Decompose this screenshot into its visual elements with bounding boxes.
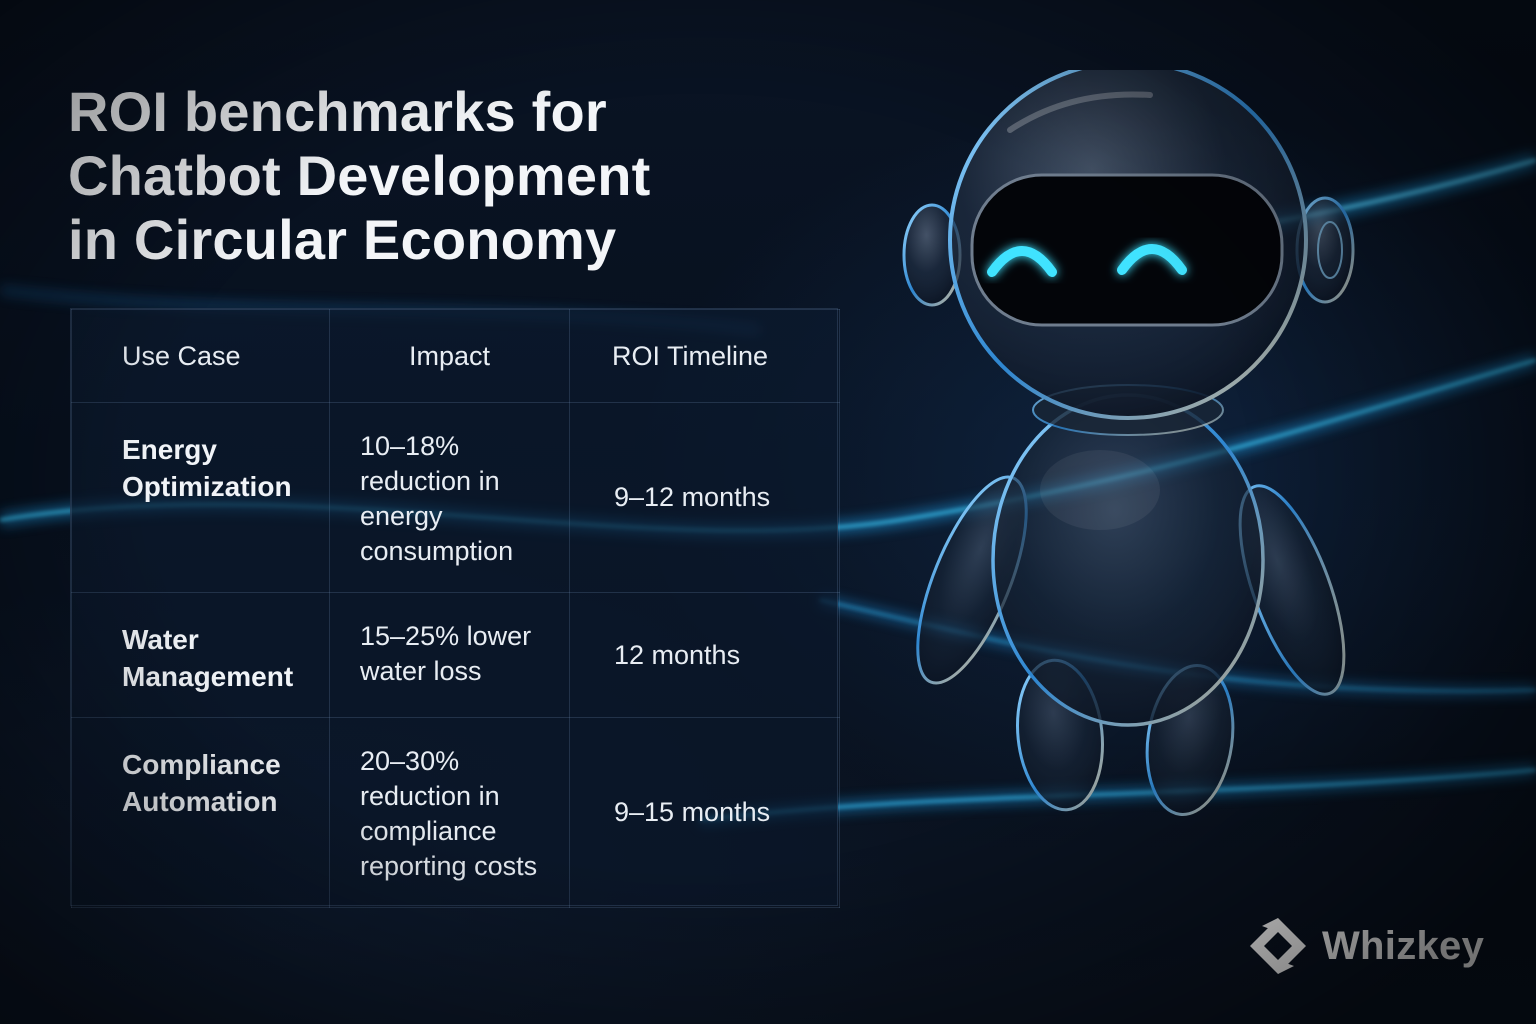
use-case-line: Compliance [122, 749, 281, 780]
roi-table: Use Case Impact ROI Timeline Energy Opti… [71, 309, 840, 908]
impact-cell: 15–25% lower water loss [329, 592, 570, 718]
use-case-cell: Energy Optimization [71, 402, 330, 593]
table-row: Energy Optimization 10–18% reduction in … [71, 402, 840, 593]
use-case-cell: Compliance Automation [71, 717, 330, 908]
table-row: Water Management 15–25% lower water loss… [71, 592, 840, 718]
robot-mascot-icon [902, 70, 1355, 816]
roi-timeline-cell: 12 months [569, 592, 840, 718]
impact-line: 20–30% [360, 746, 460, 776]
use-case-line: Energy [122, 434, 217, 465]
roi-timeline-cell: 9–15 months [569, 717, 840, 908]
impact-line: consumption [360, 536, 514, 566]
use-case-cell: Water Management [71, 592, 330, 718]
roi-table-container: Use Case Impact ROI Timeline Energy Opti… [70, 308, 840, 908]
impact-cell: 20–30% reduction in compliance reporting… [329, 717, 570, 908]
impact-line: water loss [360, 656, 482, 686]
impact-line: reduction in [360, 466, 500, 496]
impact-line: 10–18% [360, 431, 460, 461]
impact-line: 15–25% lower [360, 621, 532, 651]
impact-line: reduction in [360, 781, 500, 811]
title-line: Chatbot Development [68, 144, 651, 207]
title-line: in Circular Economy [68, 208, 617, 271]
impact-line: compliance [360, 816, 497, 846]
table-row: Compliance Automation 20–30% reduction i… [71, 717, 840, 908]
use-case-line: Water [122, 624, 199, 655]
brand-logo: Whizkey [1248, 916, 1484, 976]
table-header-row: Use Case Impact ROI Timeline [71, 309, 840, 403]
header-use-case: Use Case [71, 309, 330, 403]
use-case-line: Optimization [122, 471, 292, 502]
page-title: ROI benchmarks for Chatbot Development i… [68, 80, 828, 272]
roi-timeline-cell: 9–12 months [569, 402, 840, 593]
use-case-line: Automation [122, 786, 278, 817]
impact-line: reporting costs [360, 851, 538, 881]
title-line: ROI benchmarks for [68, 80, 607, 143]
header-roi-timeline: ROI Timeline [569, 309, 840, 403]
header-impact: Impact [329, 309, 570, 403]
whizkey-logo-icon [1250, 918, 1306, 974]
use-case-line: Management [122, 661, 294, 692]
impact-line: energy [360, 501, 443, 531]
brand-name: Whizkey [1322, 923, 1485, 968]
impact-cell: 10–18% reduction in energy consumption [329, 402, 570, 593]
